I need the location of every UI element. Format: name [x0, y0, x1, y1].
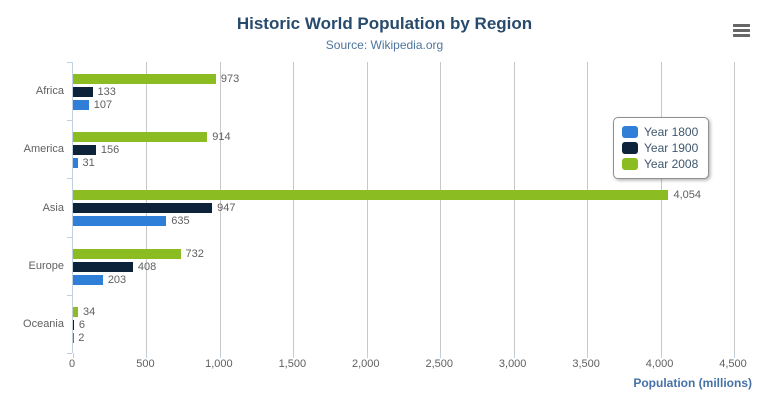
bar-year-1900-asia[interactable] [73, 203, 213, 214]
bar-value-label: 732 [185, 247, 204, 260]
axis-tick [293, 353, 295, 358]
legend: Year 1800 Year 1900 Year 2008 [613, 117, 710, 179]
category-axis-labels: Africa America Asia Europe Oceania [0, 62, 64, 353]
bar-year-1800-america[interactable] [73, 158, 78, 169]
category-axis-tick [67, 178, 72, 179]
bar-year-1900-america[interactable] [73, 145, 96, 156]
legend-swatch-icon [622, 158, 638, 170]
legend-item-year-1800[interactable]: Year 1800 [622, 124, 698, 140]
bar-year-1800-europe[interactable] [73, 274, 103, 285]
gridline [660, 62, 662, 353]
category-label: America [23, 143, 64, 155]
gridline [734, 62, 735, 353]
plot-area: 973 133 107 914 156 31 4,054 947 635 732 408 203 34 6… [67, 62, 735, 358]
bar-value-label: 31 [82, 157, 95, 170]
axis-tick [587, 353, 589, 358]
bar-value-label: 2 [78, 331, 85, 344]
bar-value-label: 973 [220, 73, 240, 85]
axis-tick [513, 353, 515, 358]
hamburger-bar [733, 34, 750, 37]
category-label: Oceania [23, 318, 64, 330]
x-tick-label: 4,000 [645, 358, 674, 370]
bar-year-1800-africa[interactable] [73, 100, 89, 110]
bar-value-label: 635 [171, 215, 190, 228]
bar-year-2008-america[interactable] [73, 132, 208, 143]
legend-swatch-icon [622, 126, 638, 138]
legend-item-label: Year 1800 [644, 125, 699, 139]
bar-year-2008-asia[interactable] [73, 190, 669, 201]
gridline [587, 62, 589, 353]
hamburger-bar [733, 24, 750, 27]
bar-value-label: 947 [217, 202, 236, 215]
legend-item-year-2008[interactable]: Year 2008 [622, 156, 698, 172]
category-axis-tick [67, 120, 72, 121]
bar-year-1900-oceania[interactable] [73, 319, 74, 330]
category-label: Asia [42, 202, 64, 214]
bar-value-label: 6 [78, 318, 85, 331]
category-axis-tick [67, 62, 72, 63]
x-tick-label: 0 [68, 358, 76, 370]
bar-value-label: 4,054 [673, 189, 702, 202]
bar-value-label: 34 [82, 305, 96, 318]
axis-tick [146, 353, 148, 358]
x-tick-label: 500 [136, 358, 155, 370]
x-tick-label: 3,500 [572, 358, 600, 370]
bar-value-label: 914 [212, 131, 231, 144]
gridline [219, 62, 221, 353]
axis-tick [660, 353, 662, 358]
x-tick-label: 4,500 [719, 358, 747, 370]
bar-value-label: 408 [137, 260, 157, 273]
axis-tick [73, 353, 74, 358]
bar-year-2008-africa[interactable] [73, 74, 216, 84]
bar-year-1800-asia[interactable] [73, 216, 167, 227]
legend-item-label: Year 2008 [644, 157, 699, 171]
x-tick-label: 1,500 [278, 358, 307, 370]
x-tick-label: 1,000 [205, 358, 233, 370]
chart-subtitle: Source: Wikipedia.org [325, 38, 444, 52]
bar-value-label: 107 [93, 99, 113, 111]
bar-year-2008-europe[interactable] [73, 248, 181, 259]
x-tick-label: 2,000 [352, 358, 380, 370]
bar-year-1900-africa[interactable] [73, 87, 93, 97]
axis-tick [219, 353, 221, 358]
category-label: Europe [28, 260, 64, 272]
bar-year-2008-oceania[interactable] [73, 306, 78, 317]
hamburger-menu-icon[interactable] [733, 22, 750, 38]
bar-value-label: 156 [100, 144, 120, 157]
chart-title: Historic World Population by Region [236, 14, 533, 33]
hamburger-bar [733, 29, 750, 32]
legend-swatch-icon [622, 142, 638, 154]
legend-item-label: Year 1900 [644, 141, 699, 155]
category-label: Africa [35, 85, 64, 97]
bar-value-label: 133 [97, 86, 116, 98]
gridline [366, 62, 368, 353]
bar-year-1900-europe[interactable] [73, 261, 133, 272]
x-tick-label: 2,500 [425, 358, 453, 370]
axis-tick [440, 353, 442, 358]
bar-value-label: 203 [107, 273, 127, 286]
category-axis-tick [67, 237, 72, 238]
axis-tick [366, 353, 368, 358]
gridline [513, 62, 515, 353]
category-axis-tick [67, 353, 72, 354]
gridline [293, 62, 295, 353]
axis-tick [734, 353, 735, 358]
x-axis-title: Population (millions) [633, 376, 752, 390]
gridline [440, 62, 442, 353]
x-tick-label: 3,000 [498, 358, 527, 370]
category-axis-tick [67, 295, 72, 296]
value-axis-labels: 0 500 1,000 1,500 2,000 2,500 3,000 3,500 4,000 4… [68, 358, 747, 372]
legend-item-year-1900[interactable]: Year 1900 [622, 140, 698, 156]
